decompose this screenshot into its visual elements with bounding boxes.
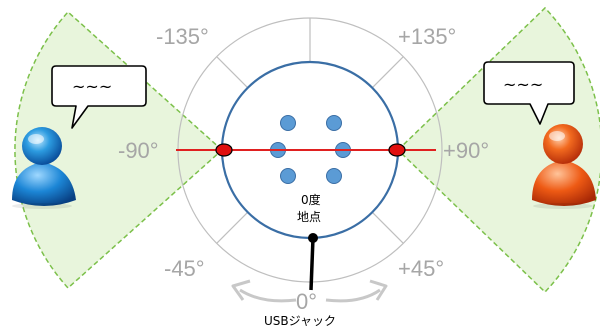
mic-dot xyxy=(326,115,342,131)
angle-label-plus90: +90° xyxy=(443,138,489,163)
rotate-left-arrow xyxy=(239,288,297,303)
rotate-right-arrow xyxy=(325,288,381,303)
angle-label-plus135: +135° xyxy=(398,24,456,49)
left-speech-text: ~~~ xyxy=(72,77,112,96)
right-beam-marker xyxy=(388,143,406,157)
angle-label-minus90: -90° xyxy=(118,138,159,163)
usb-cable xyxy=(309,237,315,291)
angle-label-zero: 0° xyxy=(296,289,317,314)
origin-label-line1: 0度 xyxy=(301,192,321,207)
angle-label-plus45: +45° xyxy=(398,256,444,281)
origin-label-line2: 地点 xyxy=(297,210,321,224)
angle-label-minus45: -45° xyxy=(164,256,205,281)
mic-dot xyxy=(280,115,296,131)
angle-spokes xyxy=(216,18,404,244)
rotate-left-arrowhead xyxy=(231,279,251,301)
usb-jack-label: USBジャック xyxy=(264,314,336,328)
rotate-right-arrowhead xyxy=(369,279,388,301)
right-speech-bubble: ~~~ xyxy=(483,61,575,125)
usb-jack-point xyxy=(308,233,318,243)
left-speech-bubble: ~~~ xyxy=(51,65,147,129)
right-speech-text: ~~~ xyxy=(503,75,543,94)
mic-dot xyxy=(326,168,342,184)
mic-dot xyxy=(280,168,296,184)
left-beam-marker xyxy=(215,143,233,157)
angle-label-minus135: -135° xyxy=(156,24,209,49)
blue-user-icon xyxy=(12,127,76,209)
orange-user-icon xyxy=(532,124,596,209)
